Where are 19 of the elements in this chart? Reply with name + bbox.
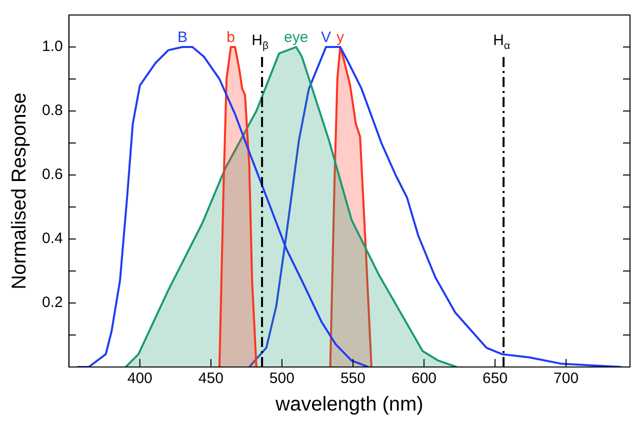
x-tick-label: 400 <box>127 370 152 388</box>
x-tick-label: 500 <box>269 370 294 388</box>
series-label: eye <box>284 29 308 46</box>
x-tick-label: 700 <box>554 370 579 388</box>
series-label: B <box>178 29 188 46</box>
series-label: b <box>226 29 235 46</box>
x-axis-title: wavelength (nm) <box>274 394 424 416</box>
y-tick-label: 0.2 <box>42 294 63 312</box>
x-tick-label: 650 <box>482 370 508 388</box>
y-axis-title: Normalised Response <box>8 92 31 290</box>
y-tick-label: 1.0 <box>42 38 63 56</box>
x-tick-label: 450 <box>198 370 224 388</box>
x-tick-label: 600 <box>411 370 437 388</box>
y-tick-label: 0.6 <box>42 166 63 184</box>
series-label: y <box>336 29 344 46</box>
series-label: V <box>320 29 331 46</box>
y-tick-label: 0.4 <box>42 230 63 248</box>
x-tick-label: 550 <box>340 370 366 388</box>
y-tick-label: 0.8 <box>42 102 63 120</box>
